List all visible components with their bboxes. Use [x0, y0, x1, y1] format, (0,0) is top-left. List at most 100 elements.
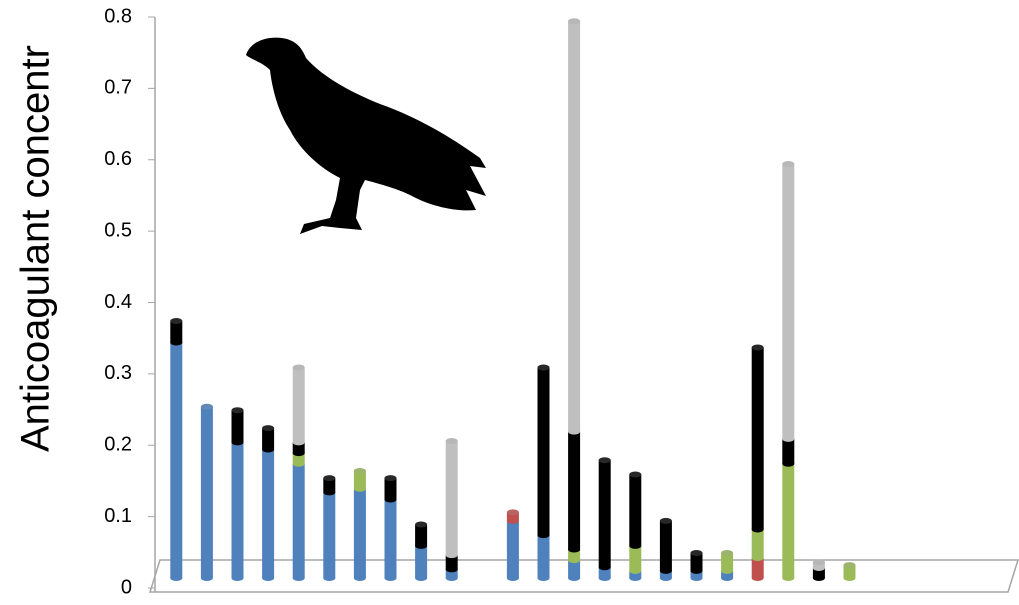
bar-cap — [232, 575, 244, 581]
bar-segment — [782, 439, 794, 464]
bar-cap — [782, 575, 794, 581]
y-tick-label: 0.3 — [104, 362, 132, 384]
bar-cap — [813, 575, 825, 581]
bar-cap — [293, 450, 305, 456]
bar-cap — [170, 575, 182, 581]
bar-top — [507, 509, 519, 515]
bar-top — [170, 318, 182, 324]
bar-segment — [415, 546, 427, 578]
bar-cap — [201, 575, 213, 581]
bar-top — [354, 468, 366, 474]
bar-cap — [844, 575, 856, 581]
bar-cap — [415, 575, 427, 581]
bar-segment — [568, 21, 580, 431]
bar-cap — [568, 429, 580, 435]
bar-cap — [599, 564, 611, 570]
y-axis-label: Anticoagulant concentr — [14, 45, 58, 452]
bar-cap — [354, 575, 366, 581]
bar-cap — [446, 566, 458, 572]
bar-top — [415, 521, 427, 527]
bar-cap — [170, 339, 182, 345]
bar-segment — [232, 410, 244, 442]
bar-cap — [538, 575, 550, 581]
bar-segment — [170, 321, 182, 342]
bar-top — [782, 161, 794, 167]
y-tick-label: 0.7 — [104, 77, 132, 99]
bar-cap — [629, 543, 641, 549]
page: {"chart_data": {"type": "bar", "stacked"… — [0, 0, 1019, 605]
bar-cap — [232, 439, 244, 445]
bar-cap — [568, 575, 580, 581]
bar-top — [660, 518, 672, 524]
bar-cap — [721, 568, 733, 574]
y-tick-label: 0.6 — [104, 148, 132, 170]
bar-top — [844, 562, 856, 568]
bar-segment — [538, 367, 550, 535]
bar-cap — [782, 461, 794, 467]
bar-cap — [446, 575, 458, 581]
bar-cap — [415, 543, 427, 549]
bar-top — [629, 472, 641, 478]
bar-segment — [660, 521, 672, 571]
bar-segment — [599, 460, 611, 567]
bar-cap — [813, 565, 825, 571]
bar-cap — [323, 575, 335, 581]
bar-cap — [293, 439, 305, 445]
bar-segment — [415, 524, 427, 545]
bar-segment — [507, 521, 519, 578]
bar-cap — [507, 575, 519, 581]
y-tick-label: 0.4 — [104, 291, 132, 313]
bar-cap — [782, 436, 794, 442]
bar-cap — [385, 496, 397, 502]
y-tick-label: 0.1 — [104, 505, 132, 527]
bar-cap — [752, 575, 764, 581]
bar-top — [446, 438, 458, 444]
bar-top — [385, 475, 397, 481]
bar-cap — [293, 461, 305, 467]
bar-cap — [629, 568, 641, 574]
chart: Anticoagulant concentr 00.10.20.30.40.50… — [0, 0, 1019, 605]
bar-segment — [629, 546, 641, 571]
bar-top — [538, 364, 550, 370]
bar-segment — [354, 489, 366, 578]
bar-segment — [293, 367, 305, 442]
bar-segment — [262, 450, 274, 578]
bar-cap — [385, 575, 397, 581]
bar-cap — [660, 575, 672, 581]
bar-segment — [323, 492, 335, 578]
bar-top — [721, 550, 733, 556]
bar-top — [813, 559, 825, 565]
bar-cap — [262, 447, 274, 453]
bar-cap — [507, 518, 519, 524]
bar-segment — [446, 441, 458, 555]
bar-top — [323, 475, 335, 481]
bar-top — [599, 457, 611, 463]
bar-cap — [354, 486, 366, 492]
bar-top — [568, 18, 580, 24]
bar-cap — [752, 555, 764, 561]
bar-cap — [538, 532, 550, 538]
bar-segment — [568, 432, 580, 550]
bar-cap — [721, 575, 733, 581]
bar-cap — [568, 557, 580, 563]
bar-top — [691, 550, 703, 556]
bar-cap — [691, 575, 703, 581]
bar-segment — [752, 529, 764, 558]
bar-segment — [782, 464, 794, 578]
y-tick-label: 0.8 — [104, 5, 132, 27]
y-tick-label: 0 — [121, 576, 132, 598]
bar-cap — [293, 575, 305, 581]
bar-segment — [752, 347, 764, 529]
bar-segment — [293, 464, 305, 578]
bar-cap — [323, 489, 335, 495]
bar-segment — [232, 442, 244, 578]
bar-cap — [568, 546, 580, 552]
bar-segment — [385, 499, 397, 578]
bar-cap — [262, 575, 274, 581]
bar-cap — [752, 526, 764, 532]
bar-segment — [385, 478, 397, 499]
bar-segment — [629, 475, 641, 546]
bar-segment — [262, 428, 274, 449]
bar-cap — [629, 575, 641, 581]
bar-cap — [691, 568, 703, 574]
